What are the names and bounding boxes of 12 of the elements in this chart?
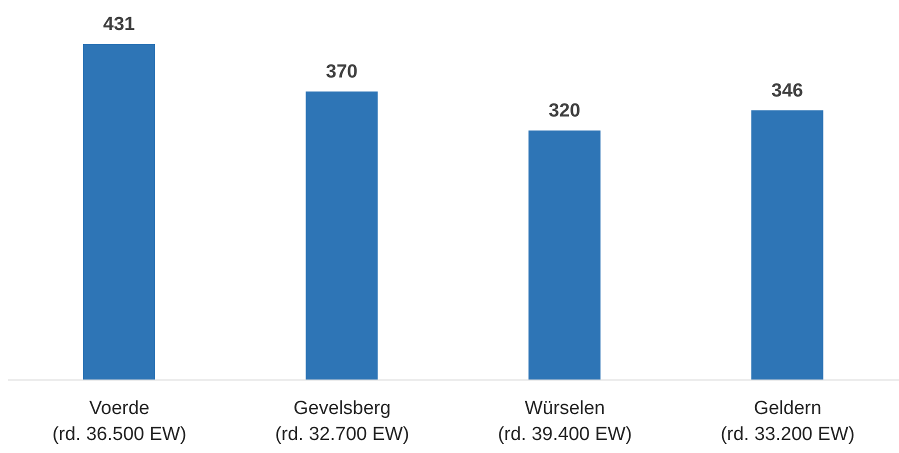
x-tick-label: Gevelsberg (rd. 32.700 EW) [275,398,410,445]
data-label: 431 [103,14,136,35]
data-label: 320 [548,100,580,122]
x-tick-label: Geldern (rd. 33.200 EW) [720,398,855,445]
data-label: 370 [326,62,358,83]
bar [751,110,824,380]
bar [306,92,378,380]
x-tick-label: Würselen (rd. 39.400 EW) [498,398,632,445]
bar [83,44,155,380]
bar [528,130,600,380]
x-tick-label: Voerde (rd. 36.500 EW) [52,398,186,445]
data-label: 346 [771,80,804,102]
